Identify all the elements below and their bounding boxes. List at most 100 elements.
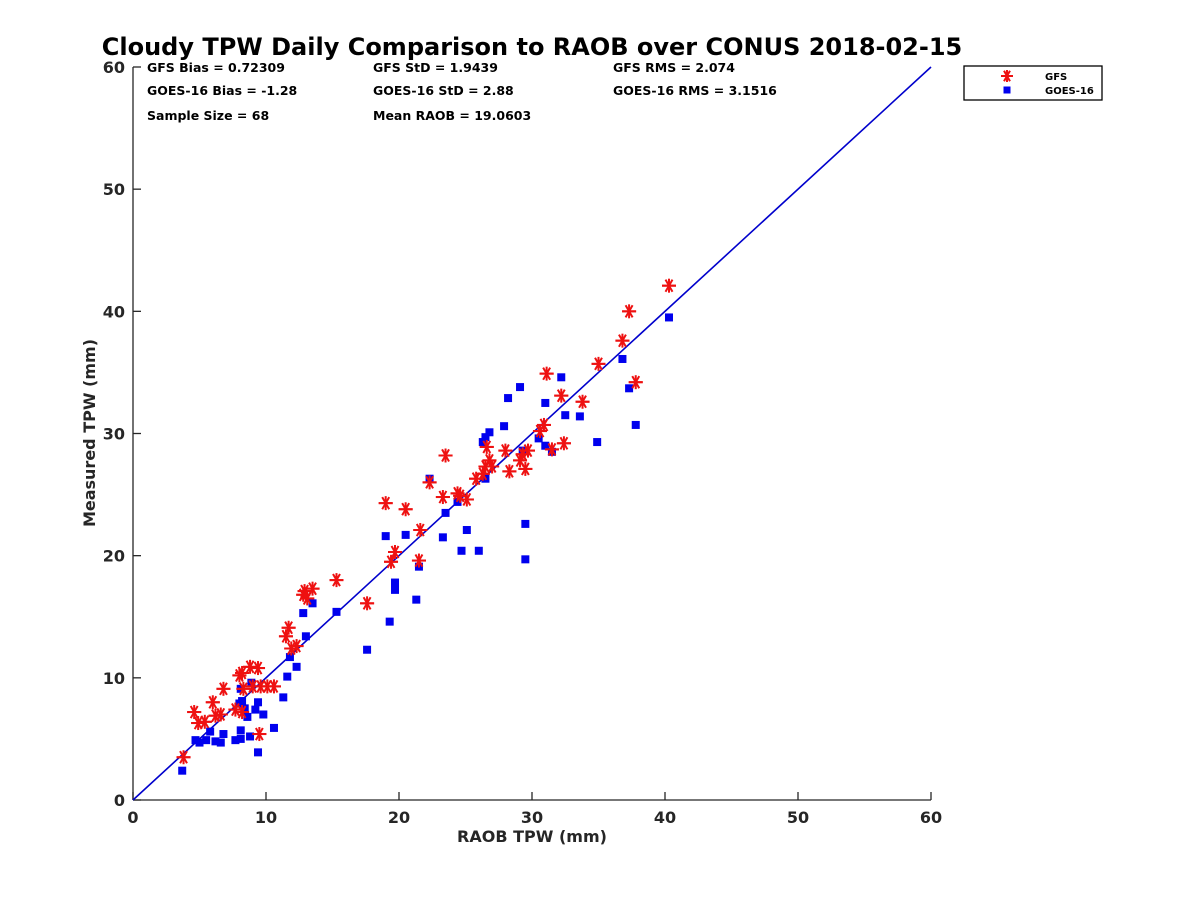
gfs-point: [243, 659, 258, 674]
legend-goes16-marker: [1003, 86, 1011, 94]
chart-title: Cloudy TPW Daily Comparison to RAOB over…: [102, 33, 962, 61]
gfs-point: [479, 439, 494, 454]
gfs-point: [518, 461, 533, 476]
gfs-point: [661, 278, 676, 293]
x-axis-label: RAOB TPW (mm): [457, 827, 607, 846]
gfs-point: [498, 443, 513, 458]
gfs-point: [281, 620, 296, 635]
goes16-point: [474, 546, 483, 555]
gfs-point: [266, 679, 281, 694]
goes16-point: [534, 434, 543, 443]
x-tick-label: 40: [654, 808, 676, 827]
goes16-point: [441, 508, 450, 517]
gfs-point: [289, 639, 304, 654]
goes16-point: [332, 607, 341, 616]
legend-box: [963, 65, 1103, 101]
gfs-point: [235, 665, 250, 680]
goes16-point: [279, 693, 288, 702]
y-axis-label: Measured TPW (mm): [80, 339, 99, 527]
gfs-point: [615, 333, 630, 348]
gfs-point: [213, 707, 228, 722]
stat-text: GOES-16 RMS = 3.1516: [613, 83, 777, 98]
gfs-point: [235, 705, 250, 720]
gfs-point: [622, 304, 637, 319]
gfs-point: [411, 553, 426, 568]
stat-text: GFS RMS = 2.074: [613, 60, 735, 75]
goes16-point: [500, 422, 509, 431]
goes16-point: [231, 736, 240, 745]
goes16-point: [243, 712, 252, 721]
series-goes-16: [178, 313, 673, 775]
gfs-point: [176, 750, 191, 765]
y-tick-label: 60: [103, 58, 125, 77]
gfs-point: [591, 356, 606, 371]
goes16-point: [254, 698, 263, 707]
legend-gfs-marker: [1001, 70, 1013, 82]
y-tick-label: 40: [103, 302, 125, 321]
goes16-point: [521, 519, 530, 528]
goes16-point: [195, 738, 204, 747]
gfs-point: [544, 442, 559, 457]
gfs-point: [485, 459, 500, 474]
goes16-point: [178, 766, 187, 775]
series-gfs: [176, 278, 676, 765]
gfs-point: [384, 554, 399, 569]
stat-text: Mean RAOB = 19.0603: [373, 108, 531, 123]
gfs-point: [360, 596, 375, 611]
gfs-point: [251, 661, 266, 676]
data-points: [176, 278, 676, 775]
goes16-point: [259, 710, 268, 719]
gfs-point: [521, 443, 536, 458]
gfs-point: [197, 714, 212, 729]
goes16-point: [618, 354, 627, 363]
gfs-point: [556, 436, 571, 451]
goes16-point: [219, 730, 228, 739]
goes16-point: [301, 632, 310, 641]
goes16-point: [246, 732, 255, 741]
goes16-point: [541, 441, 550, 450]
goes16-point: [481, 433, 490, 442]
x-tick-label: 0: [127, 808, 138, 827]
goes16-point: [478, 438, 487, 447]
goes16-point: [363, 645, 372, 654]
gfs-point: [388, 545, 403, 560]
goes16-point: [485, 428, 494, 437]
goes16-point: [557, 373, 566, 382]
gfs-point: [628, 375, 643, 390]
gfs-point: [191, 716, 206, 731]
goes16-point: [575, 412, 584, 421]
goes16-point: [251, 705, 260, 714]
goes16-point: [401, 530, 410, 539]
goes16-point: [541, 398, 550, 407]
goes16-point: [206, 727, 215, 736]
gfs-point: [435, 490, 450, 505]
legend: GFS GOES-16: [963, 65, 1103, 101]
gfs-point: [554, 388, 569, 403]
stat-text: GOES-16 StD = 2.88: [373, 83, 514, 98]
goes16-point: [412, 595, 421, 604]
gfs-point: [329, 573, 344, 588]
x-tick-label: 60: [920, 808, 942, 827]
goes16-point: [593, 438, 602, 447]
goes16-point: [504, 394, 513, 403]
goes16-point: [438, 533, 447, 542]
legend-label: GOES-16: [1045, 86, 1094, 97]
stat-text: Sample Size = 68: [147, 108, 269, 123]
axis-ticks: 0 10 20 30 40 50 60 0 10 20 30 40 50 60: [103, 58, 942, 827]
y-tick-label: 20: [103, 547, 125, 566]
gfs-point: [205, 695, 220, 710]
gfs-point: [422, 475, 437, 490]
goes16-point: [216, 738, 225, 747]
goes16-point: [664, 313, 673, 322]
goes16-point: [308, 599, 317, 608]
x-tick-label: 10: [255, 808, 277, 827]
goes16-point: [283, 672, 292, 681]
gfs-point: [575, 394, 590, 409]
goes16-point: [391, 578, 400, 587]
stat-text: GFS Bias = 0.72309: [147, 60, 285, 75]
goes16-point: [238, 697, 247, 706]
x-tick-label: 20: [388, 808, 410, 827]
reference-line: [132, 66, 932, 801]
goes16-point: [285, 653, 294, 662]
